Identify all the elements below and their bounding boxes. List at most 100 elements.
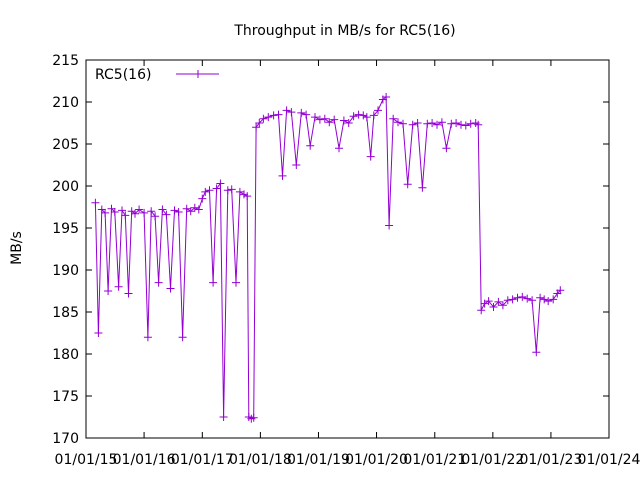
data-point — [362, 113, 371, 122]
x-tick-label: 01/01/16 — [113, 452, 176, 468]
legend-label: RC5(16) — [95, 67, 151, 83]
x-tick-label: 01/01/24 — [578, 452, 640, 468]
y-tick-label: 210 — [52, 95, 79, 111]
data-point — [413, 119, 422, 127]
data-point — [255, 119, 264, 127]
data-point — [205, 186, 214, 195]
data-point — [94, 329, 103, 337]
x-tick-label: 01/01/19 — [287, 452, 350, 468]
data-point — [292, 161, 301, 169]
chart-title: Throughput in MB/s for RC5(16) — [233, 23, 455, 39]
data-point — [170, 206, 179, 215]
data-point — [178, 333, 187, 342]
data-point — [503, 296, 512, 305]
x-tick-label: 01/01/20 — [345, 452, 408, 468]
x-axis-ticks: 01/01/1501/01/1601/01/1701/01/1801/01/19… — [55, 60, 640, 468]
y-tick-label: 185 — [52, 305, 79, 321]
data-point — [249, 413, 258, 422]
data-point — [91, 198, 100, 207]
data-point — [556, 286, 565, 295]
data-point — [162, 210, 171, 219]
data-point — [131, 209, 139, 218]
data-point — [287, 108, 296, 117]
y-tick-label: 175 — [52, 389, 79, 405]
data-point — [190, 203, 199, 212]
data-point — [264, 113, 273, 122]
data-point — [339, 116, 348, 125]
data-point — [110, 208, 119, 216]
data-point — [359, 111, 368, 120]
y-axis-ticks: 170 175 180 185 190 195 200 205 210 215 — [52, 53, 609, 447]
data-point — [408, 120, 417, 129]
data-point — [489, 303, 498, 311]
series-layer — [91, 93, 565, 423]
x-tick-label: 01/01/17 — [171, 452, 234, 468]
data-point — [366, 152, 375, 161]
data-point — [101, 208, 110, 217]
y-tick-label: 195 — [52, 221, 79, 237]
y-tick-label: 205 — [52, 137, 79, 153]
data-point — [403, 180, 412, 189]
plot-frame — [85, 59, 610, 439]
y-tick-label: 170 — [52, 431, 79, 447]
data-point — [114, 282, 123, 291]
data-point — [382, 93, 391, 101]
y-tick-label: 200 — [52, 179, 79, 195]
data-point — [166, 284, 175, 293]
data-point — [394, 118, 402, 127]
data-point — [209, 278, 218, 287]
data-point — [518, 292, 527, 301]
data-point — [452, 119, 461, 127]
data-point — [107, 204, 116, 213]
x-tick-label: 01/01/21 — [403, 452, 466, 468]
data-point — [457, 120, 465, 129]
data-point — [227, 185, 236, 194]
data-point — [201, 187, 210, 196]
data-point — [494, 297, 503, 306]
data-point — [477, 306, 486, 315]
data-point — [243, 192, 252, 201]
data-point — [274, 110, 283, 119]
data-point — [354, 110, 363, 119]
y-tick-label: 180 — [52, 347, 79, 363]
data-point — [474, 120, 483, 129]
x-tick-label: 01/01/23 — [519, 452, 582, 468]
data-point — [461, 121, 470, 130]
data-point — [428, 119, 437, 127]
data-point — [433, 120, 441, 129]
data-point — [418, 183, 427, 192]
y-axis-label: MB/s — [9, 231, 25, 265]
data-point — [219, 413, 228, 421]
data-point — [423, 119, 432, 128]
x-tick-label: 01/01/18 — [229, 452, 292, 468]
data-point — [278, 171, 287, 180]
data-point — [235, 187, 244, 196]
data-point — [252, 123, 261, 132]
y-tick-label: 215 — [52, 53, 79, 69]
data-point — [282, 106, 291, 115]
data-point — [186, 207, 195, 216]
data-point — [232, 278, 240, 287]
data-point — [194, 205, 203, 214]
data-point — [302, 110, 311, 119]
data-point — [442, 144, 451, 153]
data-point — [374, 106, 382, 115]
data-point — [212, 184, 221, 193]
data-point — [151, 212, 160, 221]
data-point — [154, 278, 163, 287]
data-point — [508, 295, 517, 304]
data-point — [216, 179, 225, 188]
series-line — [94, 95, 561, 420]
data-point — [315, 115, 324, 124]
data-point — [335, 144, 343, 153]
data-point — [158, 205, 167, 214]
data-point — [484, 297, 493, 306]
data-point — [306, 141, 315, 150]
data-point — [369, 111, 378, 120]
data-point — [174, 208, 183, 216]
data-point — [147, 207, 156, 216]
data-point — [104, 287, 113, 295]
data-point — [549, 295, 558, 304]
data-point — [135, 205, 144, 214]
data-point — [540, 295, 549, 304]
